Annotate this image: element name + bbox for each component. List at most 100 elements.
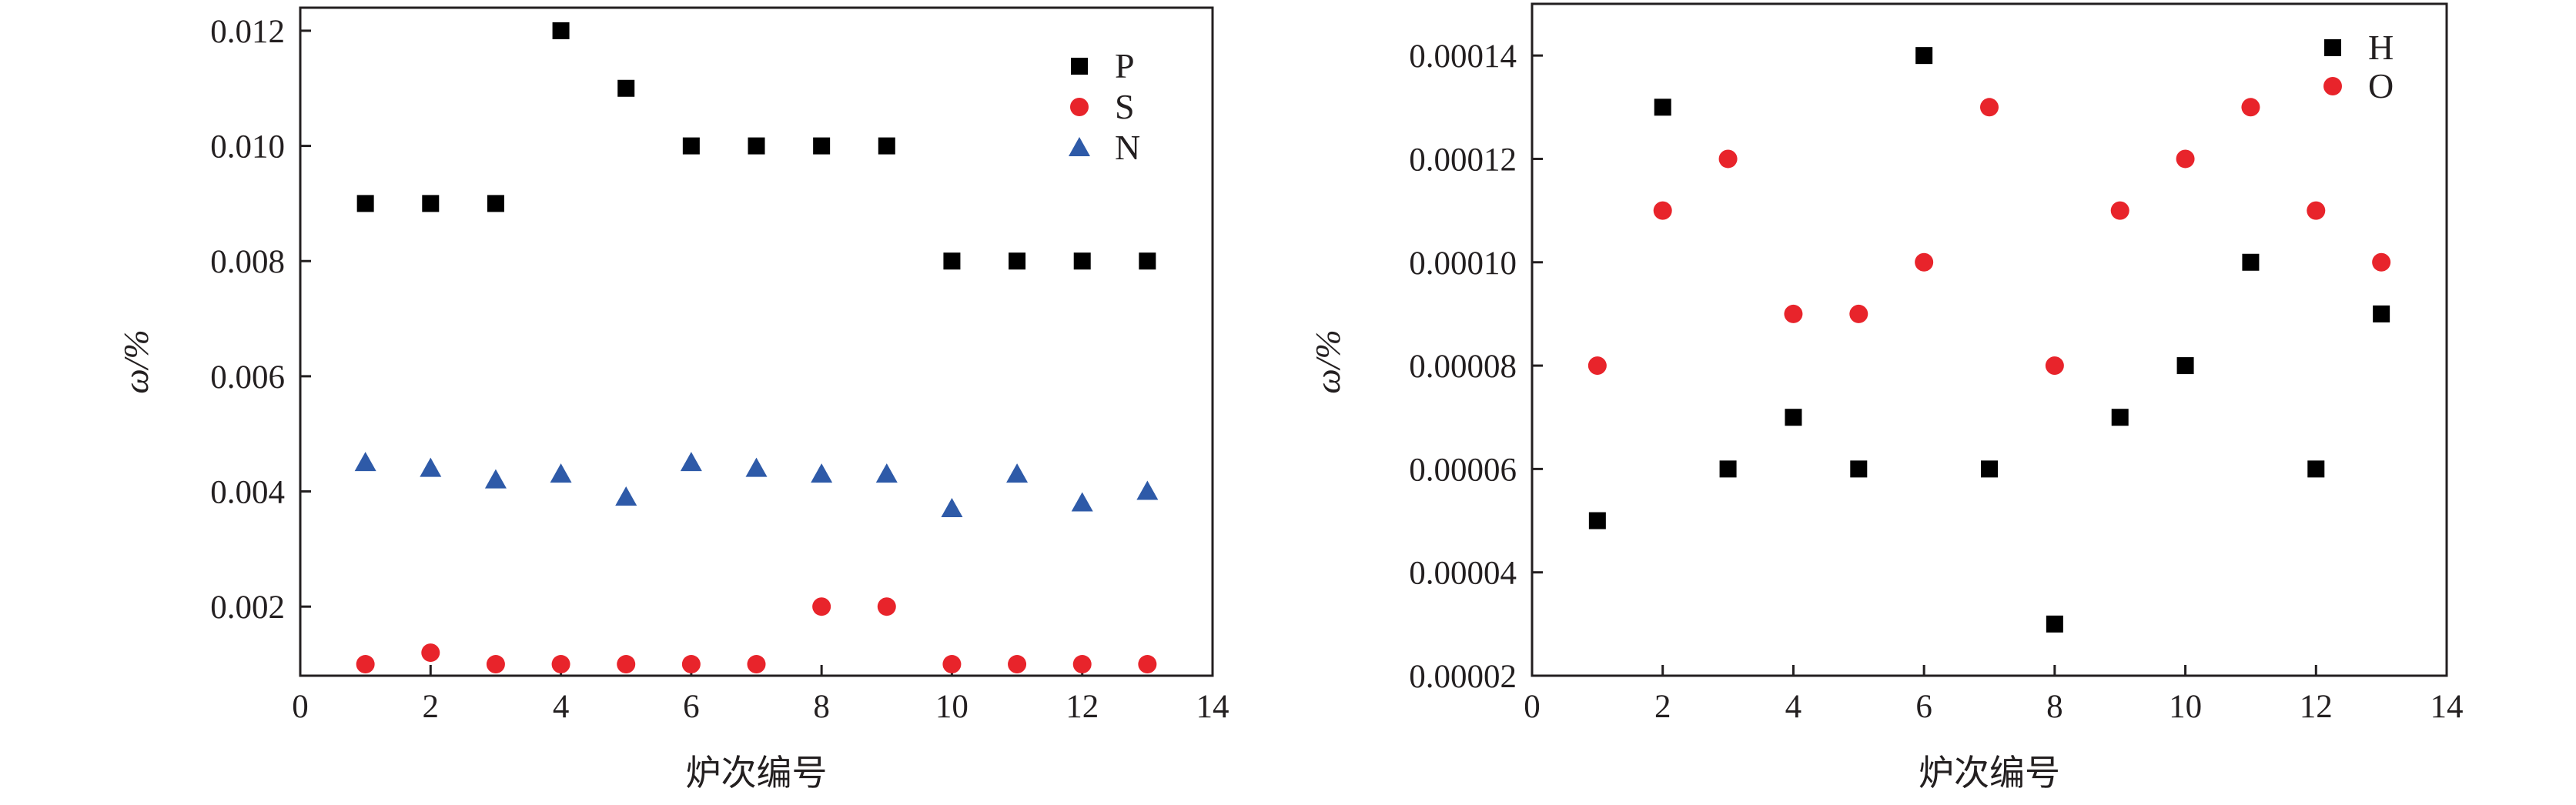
data-point: [875, 463, 898, 483]
data-point: [681, 655, 701, 674]
data-point: [811, 463, 833, 483]
data-point: [1009, 252, 1026, 270]
data-point: [422, 195, 440, 212]
data-point: [484, 469, 507, 489]
legend-label: S: [1115, 87, 1135, 126]
y-tick-label: 0.00010: [1409, 246, 1517, 282]
data-point: [682, 137, 700, 155]
data-point: [2307, 460, 2325, 478]
data-point: [617, 655, 636, 674]
data-point: [1718, 149, 1738, 169]
y-tick-label: 0.010: [210, 129, 285, 165]
legend-label: O: [2368, 66, 2394, 105]
data-point: [2241, 98, 2260, 117]
data-point: [615, 486, 637, 506]
legend-entry-P: P: [1071, 46, 1135, 85]
data-point: [748, 137, 765, 155]
x-tick-label: 14: [1196, 689, 1229, 725]
series-P: [356, 22, 1156, 270]
legend-label: N: [1115, 128, 1140, 167]
data-point: [356, 195, 374, 212]
data-point: [356, 655, 375, 674]
data-point: [617, 79, 635, 97]
x-tick-label: 2: [423, 689, 440, 725]
data-point: [1719, 460, 1737, 478]
x-tick-label: 12: [1066, 689, 1099, 725]
y-axis-title: ω/%: [1308, 329, 1347, 394]
y-tick-label: 0.008: [210, 244, 285, 280]
y-tick-label: 0.00014: [1409, 38, 1517, 75]
y-tick-label: 0.012: [210, 14, 285, 50]
data-point: [2176, 357, 2194, 375]
x-tick-label: 0: [1524, 689, 1541, 725]
x-tick-label: 4: [553, 689, 570, 725]
x-tick-label: 6: [683, 689, 700, 725]
x-tick-label: 4: [1785, 689, 1802, 725]
y-tick-label: 0.00008: [1409, 349, 1517, 385]
data-point: [878, 137, 895, 155]
x-tick-label: 14: [2430, 689, 2464, 725]
x-axis-title: 炉次编号: [1919, 752, 2060, 793]
legend-label: P: [1115, 46, 1135, 85]
data-point: [1139, 252, 1156, 270]
data-point: [486, 655, 505, 674]
x-tick-label: 0: [292, 689, 309, 725]
left-chart-panel: 0 2 4 6 8 10 12 14 0.002 0.004 0.006 0.008 0.010 0.01…: [116, 6, 1229, 793]
x-axis-title: 炉次编号: [686, 752, 828, 793]
y-tick-label: 0.00002: [1409, 659, 1517, 695]
data-point: [420, 457, 442, 477]
data-point: [1073, 252, 1091, 270]
y-tick-label: 0.004: [210, 475, 285, 511]
data-point: [2110, 201, 2129, 220]
data-point: [1006, 463, 1029, 483]
legend-entry-S: S: [1070, 87, 1135, 126]
data-point: [551, 655, 570, 674]
legend-entry-N: N: [1069, 128, 1140, 167]
data-point: [1654, 99, 1671, 116]
legend-marker: [2324, 39, 2341, 56]
data-point: [1008, 655, 1027, 674]
data-point: [1980, 98, 1999, 117]
data-point: [1072, 655, 1092, 674]
y-tick-label: 0.002: [210, 590, 285, 626]
legend-marker: [1070, 98, 1089, 116]
data-point: [1785, 409, 1802, 426]
data-point: [1850, 460, 1868, 478]
data-point: [552, 22, 570, 39]
x-tick-label: 8: [813, 689, 830, 725]
data-point: [2242, 253, 2260, 271]
y-tick-label: 0.00004: [1409, 556, 1517, 592]
y-tick-label: 0.00006: [1409, 452, 1517, 488]
series-H: [1588, 47, 2390, 633]
data-point: [941, 498, 963, 517]
data-point: [1915, 47, 1933, 65]
x-tick-label: 10: [935, 689, 969, 725]
series-O: [1587, 98, 2391, 376]
data-point: [1981, 460, 1998, 478]
data-point: [487, 195, 504, 212]
data-point: [942, 655, 962, 674]
y-tick-label: 0.00012: [1409, 142, 1517, 178]
data-point: [1915, 252, 1934, 272]
x-tick-label: 10: [2169, 689, 2202, 725]
data-point: [1784, 304, 1803, 323]
x-tick-label: 8: [2046, 689, 2063, 725]
y-axis-title: ω/%: [116, 329, 156, 394]
data-point: [877, 597, 896, 616]
x-tick-label: 12: [2300, 689, 2333, 725]
right-chart-panel: 0 2 4 6 8 10 12 14 0.00002 0.00004 0.00006 0.00008 0…: [1308, 2, 2464, 793]
data-point: [2045, 356, 2064, 376]
data-point: [680, 452, 702, 472]
data-point: [1653, 201, 1672, 220]
data-point: [550, 463, 572, 483]
plot-frame: [299, 6, 1214, 677]
legend-entry-O: O: [2323, 66, 2394, 105]
legend-label: H: [2368, 28, 2394, 67]
data-point: [747, 655, 766, 674]
data-point: [2373, 305, 2390, 322]
legend-marker: [2323, 77, 2342, 95]
legend-entry-H: H: [2324, 28, 2394, 67]
legend-marker: [1069, 137, 1090, 156]
data-point: [1136, 480, 1159, 500]
